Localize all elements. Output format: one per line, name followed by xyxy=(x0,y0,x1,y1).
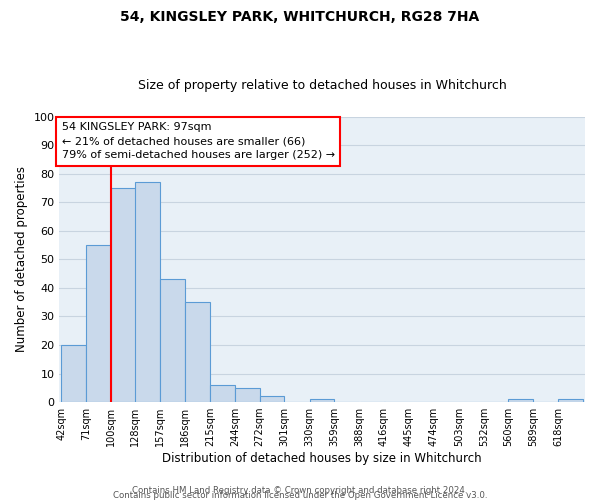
Bar xyxy=(235,388,260,402)
Bar xyxy=(558,399,583,402)
Bar xyxy=(310,399,334,402)
Y-axis label: Number of detached properties: Number of detached properties xyxy=(15,166,28,352)
Text: 54 KINGSLEY PARK: 97sqm
← 21% of detached houses are smaller (66)
79% of semi-de: 54 KINGSLEY PARK: 97sqm ← 21% of detache… xyxy=(62,122,335,160)
Text: Contains public sector information licensed under the Open Government Licence v3: Contains public sector information licen… xyxy=(113,491,487,500)
Bar xyxy=(160,280,185,402)
Bar xyxy=(136,182,160,402)
Text: 54, KINGSLEY PARK, WHITCHURCH, RG28 7HA: 54, KINGSLEY PARK, WHITCHURCH, RG28 7HA xyxy=(121,10,479,24)
Bar xyxy=(61,345,86,402)
Bar xyxy=(111,188,136,402)
Bar xyxy=(185,302,210,402)
X-axis label: Distribution of detached houses by size in Whitchurch: Distribution of detached houses by size … xyxy=(163,452,482,465)
Bar xyxy=(260,396,284,402)
Title: Size of property relative to detached houses in Whitchurch: Size of property relative to detached ho… xyxy=(138,79,506,92)
Bar xyxy=(86,245,111,402)
Bar xyxy=(508,399,533,402)
Text: Contains HM Land Registry data © Crown copyright and database right 2024.: Contains HM Land Registry data © Crown c… xyxy=(132,486,468,495)
Bar xyxy=(211,385,235,402)
